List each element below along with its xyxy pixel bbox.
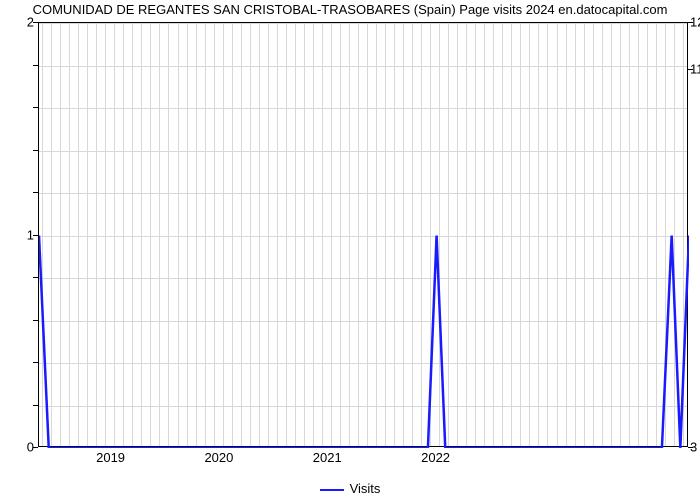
y-right-tick-mark xyxy=(688,69,693,70)
visits-line xyxy=(39,236,689,449)
y-left-tick-mark xyxy=(33,362,38,363)
x-tick-label: 2022 xyxy=(421,450,450,465)
x-tick-label: 2021 xyxy=(313,450,342,465)
y-right-tick-mark xyxy=(688,447,693,448)
legend: Visits xyxy=(0,481,700,496)
y-left-tick-mark xyxy=(33,235,38,236)
x-tick-label: 2019 xyxy=(96,450,125,465)
y-right-tick-mark xyxy=(688,22,693,23)
x-tick-label: 2020 xyxy=(204,450,233,465)
y-left-tick-mark xyxy=(33,192,38,193)
y-left-tick-mark xyxy=(33,22,38,23)
plot-area xyxy=(38,22,688,447)
series-line xyxy=(39,23,689,448)
y-left-tick-mark xyxy=(33,150,38,151)
chart-title: COMUNIDAD DE REGANTES SAN CRISTOBAL-TRAS… xyxy=(0,2,700,17)
y-left-tick-mark xyxy=(33,405,38,406)
y-left-tick-mark xyxy=(33,320,38,321)
y-left-tick-mark xyxy=(33,107,38,108)
y-left-tick-mark xyxy=(33,447,38,448)
legend-label: Visits xyxy=(350,481,381,496)
y-left-tick-mark xyxy=(33,277,38,278)
y-left-tick-mark xyxy=(33,65,38,66)
legend-swatch xyxy=(320,489,344,491)
chart-container: COMUNIDAD DE REGANTES SAN CRISTOBAL-TRAS… xyxy=(0,0,700,500)
